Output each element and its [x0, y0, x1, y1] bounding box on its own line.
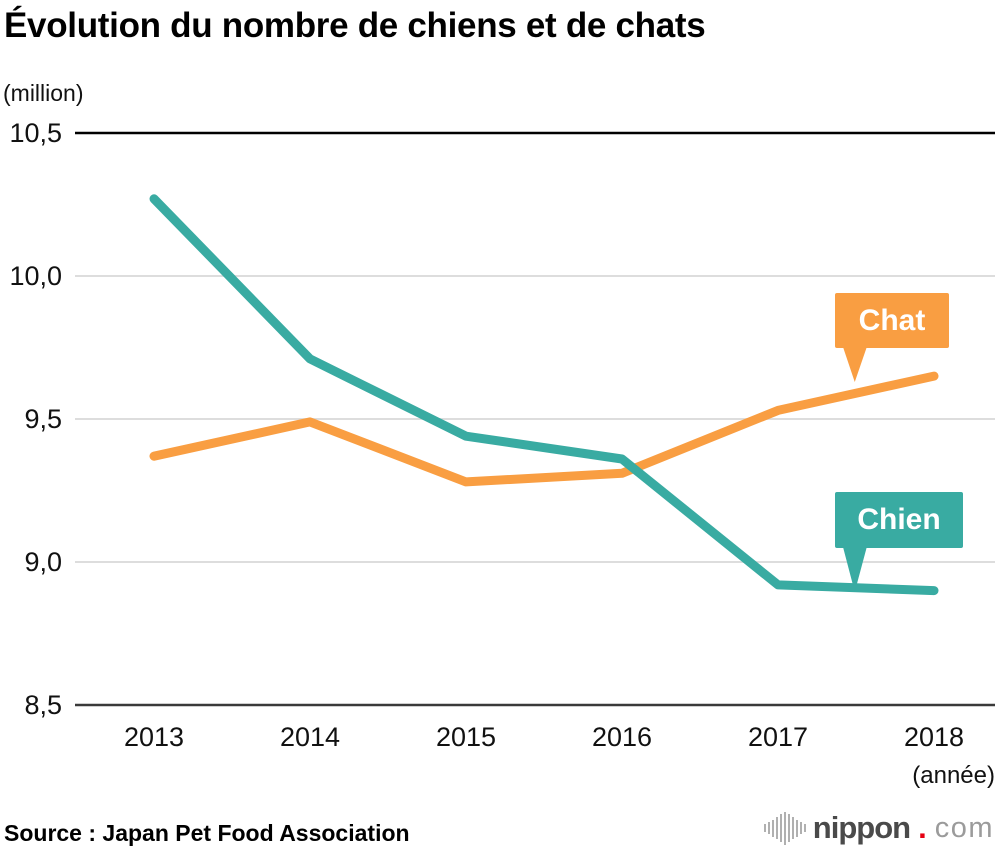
series-label-chien: Chien	[835, 492, 963, 548]
y-tick-label: 9,0	[24, 547, 62, 577]
series-label-chien-text: Chien	[857, 503, 941, 536]
x-tick-label: 2018	[904, 722, 964, 752]
soundwave-bar	[779, 814, 782, 842]
soundwave-bar	[771, 819, 774, 837]
series-label-chat: Chat	[835, 293, 949, 348]
nippon-logo-brand: nippon	[812, 810, 911, 845]
x-tick-label: 2016	[592, 722, 652, 752]
nippon-logo: nippon. com	[763, 810, 994, 846]
soundwave-bar	[803, 824, 806, 832]
y-axis-unit-label: (million)	[3, 80, 84, 106]
nippon-logo-dot: .	[918, 810, 927, 845]
series-line-chien	[149, 194, 939, 596]
soundwave-icon	[763, 811, 806, 845]
y-tick-label: 10,0	[9, 261, 62, 291]
chart-title: Évolution du nombre de chiens et de chat…	[4, 6, 706, 45]
x-tick-label: 2015	[436, 722, 496, 752]
soundwave-bar	[763, 824, 766, 832]
source-credit: Source : Japan Pet Food Association	[4, 820, 410, 846]
soundwave-bar	[767, 822, 770, 834]
x-axis-unit-label: (année)	[912, 762, 995, 789]
y-tick-label: 9,5	[24, 404, 62, 434]
series-label-chat-text: Chat	[858, 303, 926, 337]
series-line-chat	[149, 371, 939, 487]
soundwave-bar	[799, 822, 802, 834]
y-tick-label: 8,5	[24, 690, 62, 720]
x-tick-label: 2017	[748, 722, 808, 752]
nippon-logo-tld: com	[934, 811, 994, 844]
x-tick-label: 2013	[124, 722, 184, 752]
y-tick-label: 10,5	[9, 118, 62, 148]
soundwave-bar	[775, 817, 778, 839]
soundwave-bar	[795, 819, 798, 837]
soundwave-bar	[783, 811, 786, 845]
soundwave-bar	[791, 817, 794, 839]
x-tick-label: 2014	[280, 722, 340, 752]
soundwave-bar	[787, 814, 790, 842]
